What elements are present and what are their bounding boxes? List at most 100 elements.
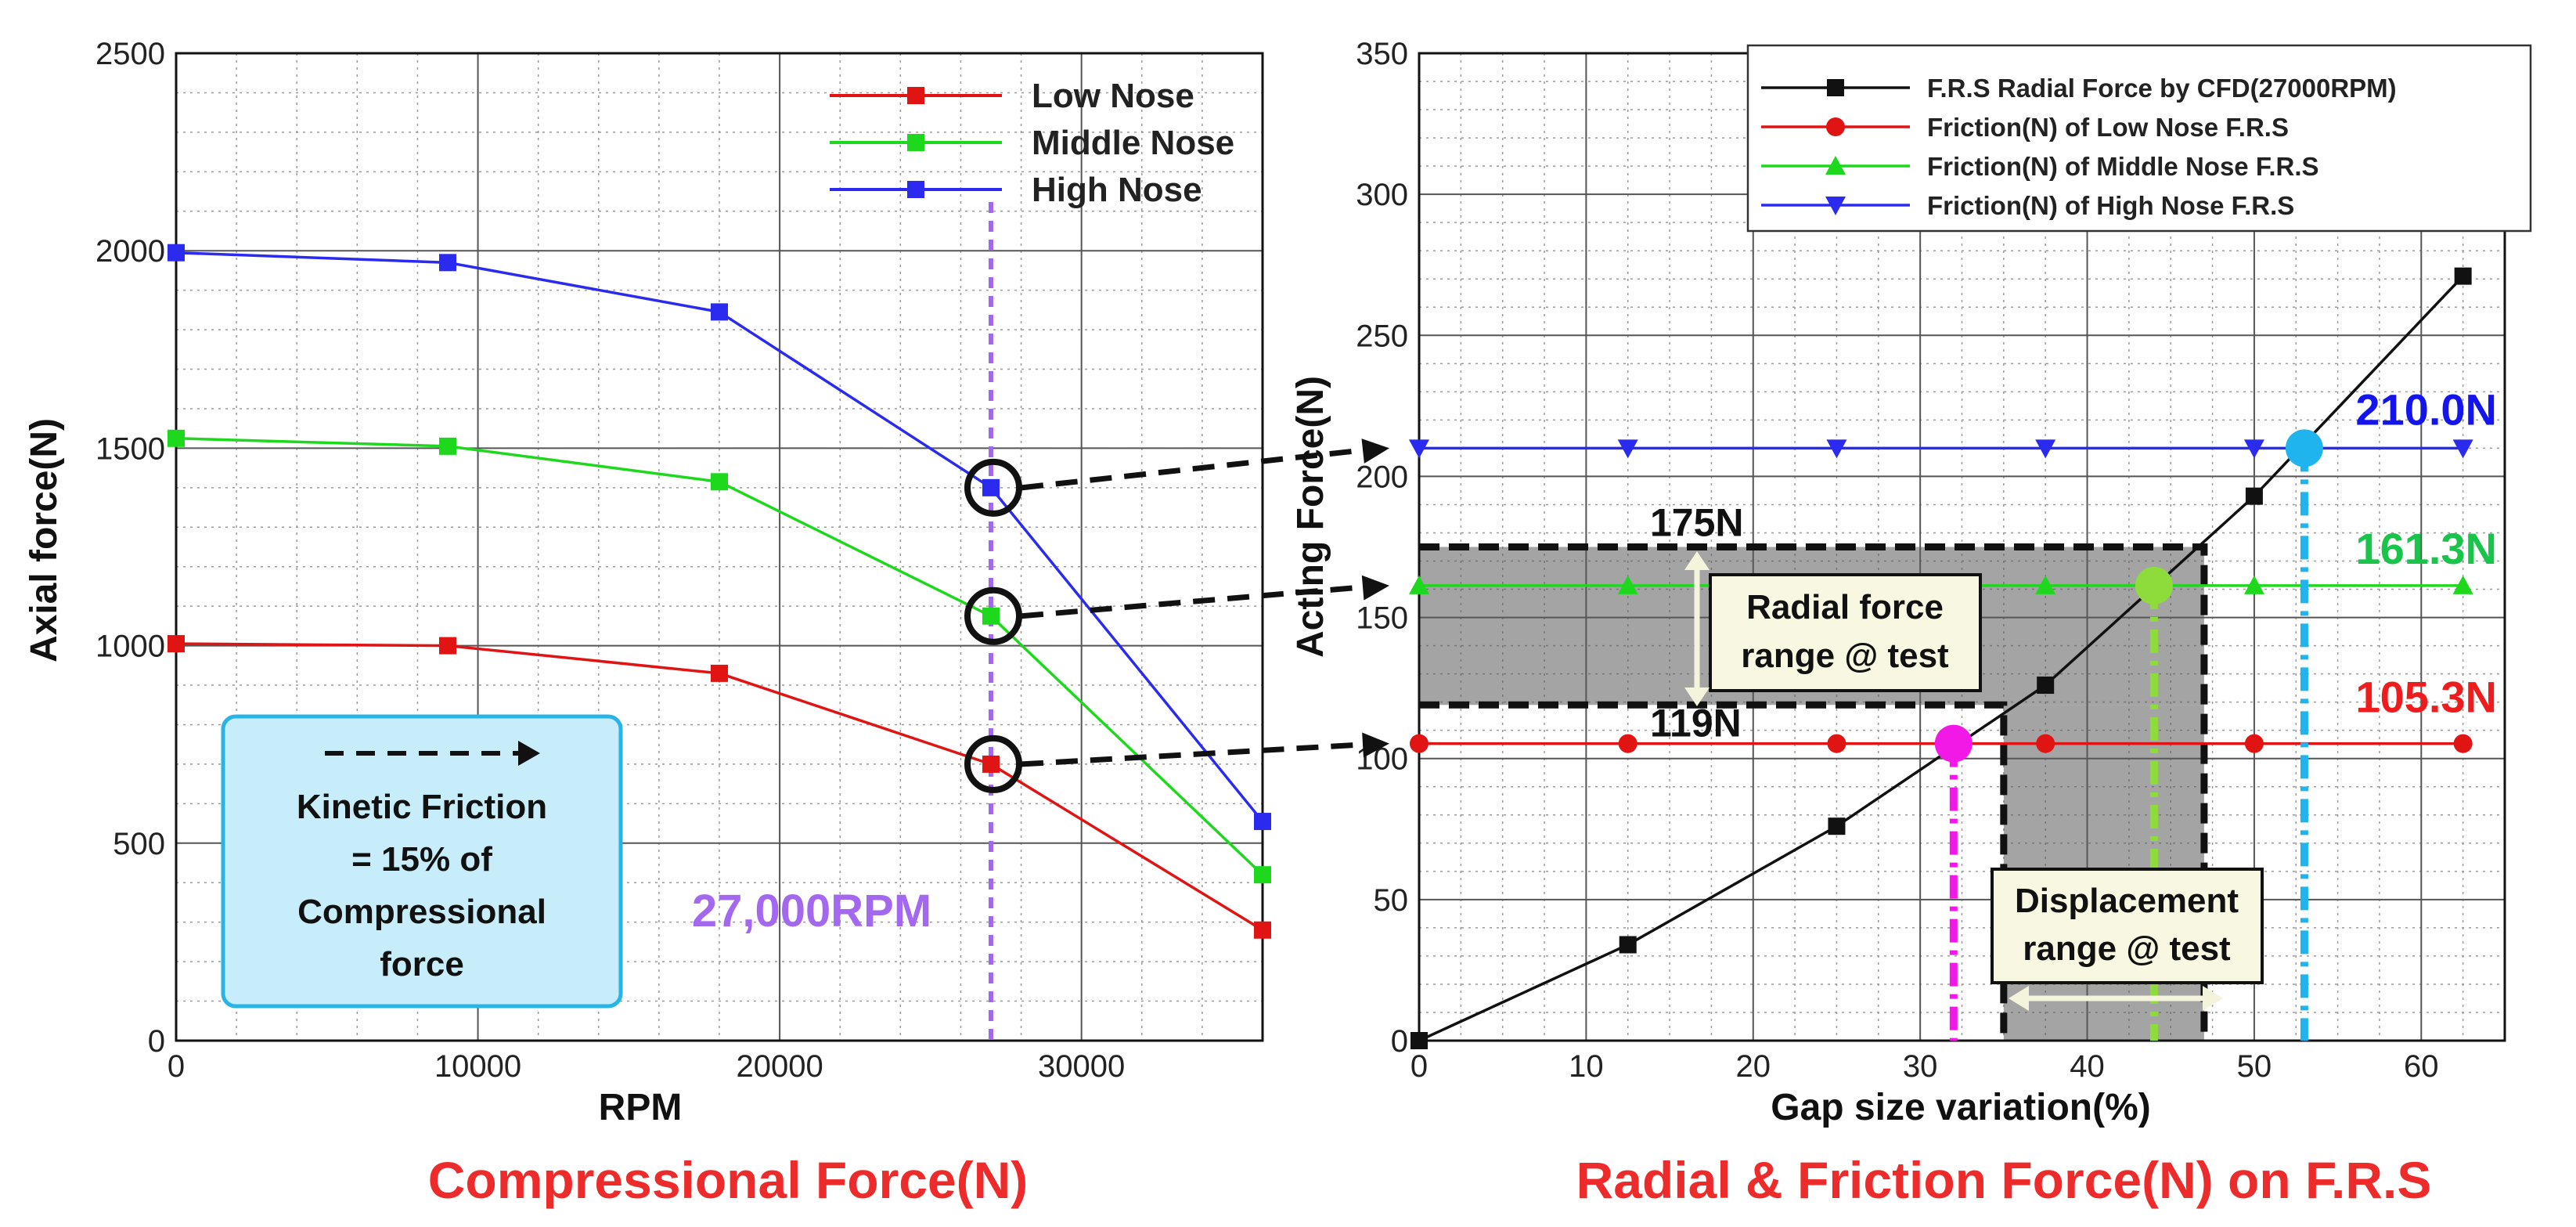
right-x-tick-label: 60 bbox=[2404, 1049, 2439, 1084]
connector-arrowhead bbox=[1362, 732, 1389, 758]
friction-box-line-3: Compressional bbox=[297, 893, 546, 931]
right-series-point bbox=[2453, 734, 2473, 753]
intersection-value-label: 105.3N bbox=[2355, 673, 2497, 722]
left-series-point bbox=[982, 755, 1000, 773]
left-series-point bbox=[439, 254, 456, 272]
right-series-point bbox=[1409, 439, 1429, 459]
connector-line bbox=[1021, 741, 1374, 767]
right-series-point bbox=[2244, 734, 2264, 753]
right-x-tick-label: 10 bbox=[1569, 1049, 1604, 1084]
compressional-force-chart: 0 10000 20000 30000 0 500 1000 1500 2000 2500 Low… bbox=[23, 37, 1271, 1209]
right-y-tick-label: 150 bbox=[1356, 601, 1408, 636]
right-series-point bbox=[1409, 575, 1429, 594]
radial-low-label: 119N bbox=[1650, 701, 1742, 745]
left-y-tick-label: 2000 bbox=[95, 234, 165, 269]
left-series-point bbox=[168, 635, 185, 653]
left-series-point bbox=[982, 478, 1000, 496]
displacement-arrowhead-left bbox=[2009, 986, 2029, 1011]
connector-arrowhead bbox=[1361, 438, 1389, 464]
left-series-point bbox=[711, 303, 728, 321]
intersection-dot bbox=[1934, 724, 1973, 763]
right-series-point bbox=[1410, 734, 1429, 753]
right-x-tick-label: 30 bbox=[1903, 1049, 1938, 1084]
displacement-arrowhead-right bbox=[2203, 986, 2223, 1011]
right-series-point bbox=[1410, 1032, 1428, 1049]
left-y-tick-label: 2500 bbox=[95, 37, 165, 71]
right-legend-box bbox=[1746, 44, 2532, 233]
right-y-tick-label: 0 bbox=[1391, 1024, 1408, 1059]
intersection-drop-lines bbox=[1949, 448, 2308, 1041]
left-legend-label: High Nose bbox=[1032, 171, 1202, 209]
radial-range-arrowhead-up bbox=[1684, 551, 1710, 570]
right-x-tick-label: 40 bbox=[2070, 1049, 2105, 1084]
right-series-point bbox=[2454, 267, 2472, 285]
right-series-point bbox=[2037, 677, 2055, 695]
right-y-tick-label: 50 bbox=[1374, 883, 1409, 918]
left-y-tick-label: 1000 bbox=[95, 630, 165, 664]
right-legend-marker bbox=[1827, 79, 1844, 96]
left-y-tick-label: 1500 bbox=[95, 431, 165, 466]
left-series-point bbox=[711, 473, 728, 491]
left-series-point bbox=[982, 607, 1000, 625]
right-x-tick-label: 0 bbox=[1410, 1049, 1428, 1084]
displacement-range-line-1: Displacement bbox=[2015, 882, 2239, 920]
rpm-highlight-circle bbox=[964, 586, 1022, 645]
left-highlight-circles bbox=[964, 458, 1022, 793]
right-series-point bbox=[2036, 734, 2055, 753]
right-series-point bbox=[1827, 734, 1846, 753]
left-legend-marker bbox=[907, 87, 924, 104]
left-x-tick-label: 20000 bbox=[736, 1049, 823, 1084]
right-y-tick-label: 250 bbox=[1356, 319, 1408, 353]
left-series-point bbox=[711, 664, 728, 682]
left-x-tick-label: 10000 bbox=[434, 1049, 521, 1084]
right-y-tick-label: 350 bbox=[1356, 37, 1408, 71]
left-y-tick-label: 0 bbox=[148, 1024, 165, 1059]
right-series-point bbox=[2243, 439, 2264, 459]
rpm-highlight-circle bbox=[964, 734, 1022, 793]
left-series-point bbox=[439, 437, 456, 455]
right-series-point bbox=[2245, 487, 2263, 505]
friction-box-line-2: = 15% of bbox=[351, 840, 492, 879]
radial-range-line-1: Radial force bbox=[1746, 588, 1944, 626]
displacement-range-line-2: range @ test bbox=[2023, 929, 2231, 968]
right-chart-title: Radial & Friction Force(N) on F.R.S bbox=[1576, 1151, 2432, 1209]
connector-arrows bbox=[1021, 438, 1389, 767]
intersection-value-label: 210.0N bbox=[2355, 384, 2497, 434]
right-series-point bbox=[1617, 439, 1638, 459]
left-legend-marker bbox=[907, 181, 924, 198]
left-series-point bbox=[1254, 921, 1271, 939]
intersection-points bbox=[1934, 429, 2323, 763]
right-x-tick-label: 20 bbox=[1736, 1049, 1771, 1084]
right-series-point bbox=[1828, 817, 1846, 835]
friction-box-line-4: force bbox=[380, 945, 464, 983]
connector-line bbox=[1021, 583, 1374, 619]
connector-arrowhead bbox=[1361, 575, 1389, 601]
right-x-axis-label: Gap size variation(%) bbox=[1771, 1087, 2150, 1128]
right-series-point bbox=[2035, 439, 2056, 459]
right-series-point bbox=[2452, 575, 2473, 594]
displacement-range-box-bg bbox=[1991, 868, 2264, 984]
kinetic-friction-box: Kinetic Friction = 15% of Compressional … bbox=[221, 714, 623, 1009]
left-series-point bbox=[439, 637, 456, 655]
radial-high-label: 175N bbox=[1650, 501, 1744, 545]
friction-box-arrowhead bbox=[518, 741, 540, 766]
intersection-dot bbox=[2285, 429, 2323, 467]
right-legend-label: F.R.S Radial Force by CFD(27000RPM) bbox=[1927, 74, 2397, 103]
left-series bbox=[168, 244, 1271, 939]
friction-box-bg bbox=[221, 714, 623, 1009]
left-series-point bbox=[1254, 866, 1271, 884]
rpm-highlight-circle bbox=[964, 458, 1022, 517]
intersection-dot bbox=[2135, 566, 2173, 604]
intersection-value-label: 161.3N bbox=[2355, 524, 2497, 573]
left-series-point bbox=[1254, 813, 1271, 831]
friction-box-line-1: Kinetic Friction bbox=[297, 788, 547, 826]
right-series-point bbox=[1619, 936, 1637, 954]
radial-range-line-2: range @ test bbox=[1741, 637, 1949, 675]
connector-line bbox=[1021, 446, 1374, 491]
right-y-axis-label: Acting Force(N) bbox=[1290, 376, 1331, 658]
right-legend-label: Friction(N) of High Nose F.R.S bbox=[1927, 191, 2294, 220]
radial-range-box: Radial force range @ test bbox=[1684, 551, 1982, 706]
right-legend: F.R.S Radial Force by CFD(27000RPM) Frict… bbox=[1746, 44, 2532, 233]
